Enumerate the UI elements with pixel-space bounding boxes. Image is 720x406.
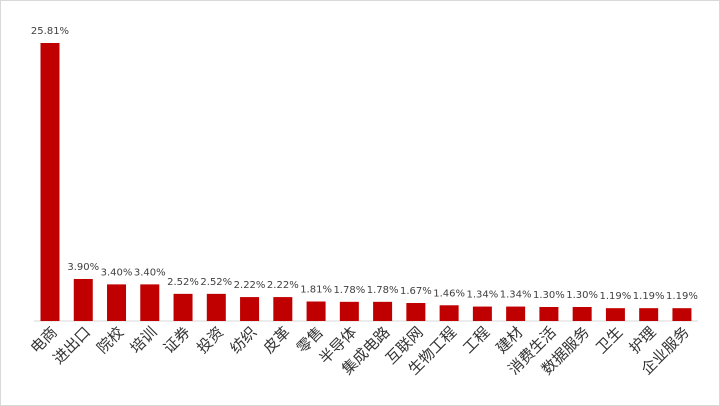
value-label: 1.46% bbox=[433, 288, 465, 299]
value-label: 2.52% bbox=[200, 277, 232, 288]
value-label: 1.19% bbox=[633, 291, 665, 302]
bar bbox=[439, 305, 459, 321]
value-label: 1.81% bbox=[300, 285, 332, 296]
bar bbox=[406, 303, 426, 321]
bar bbox=[339, 301, 359, 321]
bar bbox=[672, 308, 692, 321]
value-label: 1.30% bbox=[533, 290, 565, 301]
value-label: 2.22% bbox=[267, 280, 299, 291]
bar bbox=[40, 43, 60, 321]
value-label: 25.81% bbox=[31, 26, 69, 37]
bar bbox=[639, 308, 659, 321]
bar bbox=[306, 301, 326, 321]
value-label: 1.19% bbox=[600, 291, 632, 302]
bar bbox=[506, 306, 526, 321]
bar bbox=[273, 297, 293, 321]
bar bbox=[73, 278, 93, 321]
bar bbox=[472, 306, 492, 321]
bar bbox=[605, 308, 625, 321]
value-label: 1.19% bbox=[666, 291, 698, 302]
value-label: 1.78% bbox=[333, 285, 365, 296]
value-label: 1.67% bbox=[400, 286, 432, 297]
value-label: 1.30% bbox=[566, 290, 598, 301]
value-label: 3.90% bbox=[67, 262, 99, 273]
bar bbox=[140, 284, 160, 321]
bar bbox=[206, 293, 226, 321]
value-label: 1.78% bbox=[367, 285, 399, 296]
value-label: 2.52% bbox=[167, 277, 199, 288]
bar bbox=[173, 293, 193, 321]
value-label: 3.40% bbox=[101, 267, 133, 278]
bar bbox=[107, 284, 127, 321]
bar bbox=[240, 297, 260, 321]
value-label: 1.34% bbox=[500, 290, 532, 301]
bar bbox=[373, 301, 393, 321]
value-label: 2.22% bbox=[234, 280, 266, 291]
value-label: 3.40% bbox=[134, 267, 166, 278]
value-label: 1.34% bbox=[466, 290, 498, 301]
bar bbox=[539, 306, 559, 321]
bar bbox=[572, 306, 592, 321]
